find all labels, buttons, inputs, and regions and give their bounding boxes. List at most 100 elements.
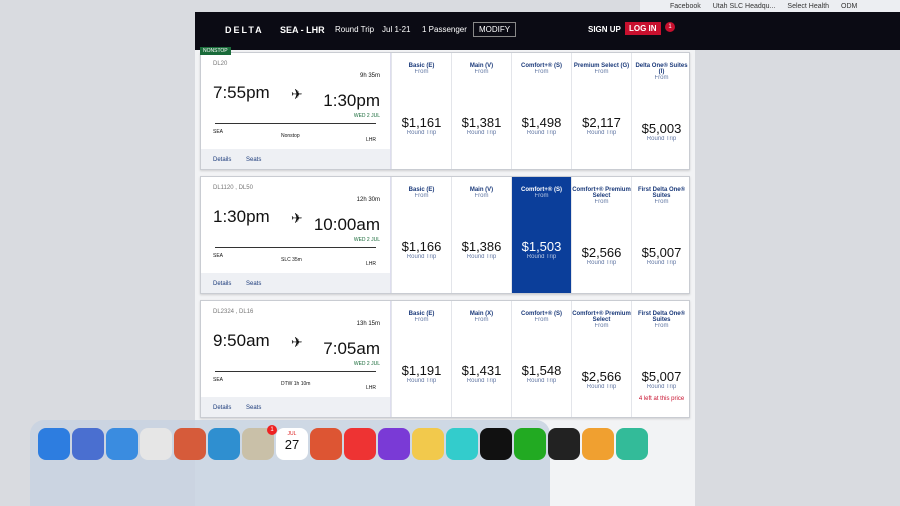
dock-icon[interactable]: [480, 428, 512, 460]
trip-label: Round Trip: [646, 136, 677, 142]
route-line: [215, 247, 376, 248]
flight-info: DL1120 , DL50 12h 30m 1:30pm ✈ 10:00am WED 2 …: [201, 177, 391, 293]
dock-icon[interactable]: JUL 27: [276, 428, 308, 460]
cabin-name: Basic (E): [408, 63, 435, 69]
fare-cell[interactable]: Comfort+® Premium Select From $2,566 Round …: [571, 177, 631, 293]
from-label: From: [414, 193, 429, 199]
dock-icon[interactable]: [378, 428, 410, 460]
trip-label: Round Trip: [526, 254, 557, 260]
bookmark[interactable]: ODM: [841, 2, 858, 10]
fare-cell[interactable]: Main (V) From $1,386 Round Trip: [451, 177, 511, 293]
fare-cell[interactable]: Main (V) From $1,381 Round Trip: [451, 53, 511, 169]
fare-cell[interactable]: Comfort+® (S) From $1,503 Round Trip: [511, 177, 571, 293]
dock-icon[interactable]: [140, 428, 172, 460]
footer-bar: [201, 149, 390, 169]
origin: SEA: [213, 129, 224, 135]
route-line: [215, 371, 376, 372]
dock-icon[interactable]: 1: [242, 425, 277, 460]
from-label: From: [474, 69, 489, 75]
fare-cell[interactable]: Basic (E) From $1,191 Round Trip: [391, 301, 451, 417]
dock-icon[interactable]: [106, 428, 138, 460]
stop: DTW 1h 10m: [281, 381, 311, 387]
calendar-month: JUL: [287, 431, 297, 437]
from-label: From: [474, 193, 489, 199]
from-label: From: [474, 317, 489, 323]
fare-cell[interactable]: Main (X) From $1,431 Round Trip: [451, 301, 511, 417]
dock-icon[interactable]: [446, 428, 478, 460]
seats-link[interactable]: Seats: [246, 281, 262, 287]
arrive-time: 10:00am: [313, 215, 380, 234]
fare-cell[interactable]: First Delta One® Suites From $5,007 Round T…: [631, 177, 691, 293]
dock-icon[interactable]: [582, 428, 614, 460]
fare-price: $5,007: [641, 245, 682, 260]
from-label: From: [534, 193, 549, 199]
cabin-name: Main (V): [469, 187, 494, 193]
fare-price: $5,007: [641, 369, 682, 384]
fare-cell[interactable]: Basic (E) From $1,161 Round Trip: [391, 53, 451, 169]
fare-cell[interactable]: Comfort+® Premium Select From $2,566 Round …: [571, 301, 631, 417]
from-label: From: [534, 317, 549, 323]
header: DELTA SEA - LHR Round Trip Jul 1-21 1 Passen…: [195, 12, 900, 50]
details-link[interactable]: Details: [213, 405, 232, 411]
dock-icon[interactable]: [412, 428, 444, 460]
bookmark[interactable]: Facebook: [670, 2, 701, 10]
fare-note: 4 left at this price: [638, 396, 685, 402]
arrive-date: WED 2 JUL: [353, 237, 380, 243]
bookmark[interactable]: Select Health: [787, 2, 830, 10]
plane-icon: ✈: [291, 86, 303, 102]
fare-cell[interactable]: Comfort+® (S) From $1,498 Round Trip: [511, 53, 571, 169]
cabin-name: Basic (E): [408, 187, 435, 193]
fare-cell[interactable]: Basic (E) From $1,166 Round Trip: [391, 177, 451, 293]
stop: Nonstop: [281, 133, 300, 139]
arrive-date: WED 2 JUL: [353, 361, 380, 367]
cabin-name: Comfort+® (S): [521, 311, 562, 317]
dock-icon[interactable]: [208, 428, 240, 460]
fare-cell[interactable]: Premium Select (G) From $2,117 Round Trip: [571, 53, 631, 169]
dock-icon[interactable]: [310, 428, 342, 460]
duration: 13h 15m: [356, 321, 380, 327]
logo: DELTA: [225, 25, 264, 35]
fare-price: $1,166: [401, 239, 442, 254]
fare-price: $2,117: [582, 115, 621, 130]
flight-number: DL2324 , DL16: [213, 309, 254, 315]
dock-icon[interactable]: [38, 428, 70, 460]
flight-info: DL2324 , DL16 13h 15m 9:50am ✈ 7:05am WED 2 J…: [201, 301, 391, 417]
trip-label: Round Trip: [526, 378, 557, 384]
log-in[interactable]: LOG IN: [625, 22, 661, 35]
stop: SLC 35m: [281, 257, 302, 263]
dock-icon[interactable]: [514, 428, 546, 460]
bookmark[interactable]: Utah SLC Headqu...: [712, 2, 776, 10]
dock-icon[interactable]: [72, 428, 104, 460]
calendar-day: 27: [284, 437, 300, 452]
flight-info: DL20 9h 35m 7:55pm ✈ 1:30pm WED 2 JUL SEA Nonst…: [201, 53, 391, 169]
fare-cell[interactable]: Delta One® Suites (I) From $5,003 Round Tri…: [631, 53, 691, 169]
dock-icon[interactable]: [174, 428, 206, 460]
flight-list: DL20 9h 35m 7:55pm ✈ 1:30pm WED 2 JUL SEA Nonst…: [195, 47, 695, 506]
arrive-time: 1:30pm: [323, 91, 380, 110]
fare-cell[interactable]: First Delta One® Suites From $5,007 Round T…: [631, 301, 691, 417]
trip-label: Round Trip: [406, 254, 437, 260]
fare-cell[interactable]: Comfort+® (S) From $1,548 Round Trip: [511, 301, 571, 417]
trip-type: Round Trip: [335, 25, 375, 34]
trip-label: Round Trip: [586, 260, 617, 266]
seats-link[interactable]: Seats: [246, 405, 262, 411]
fare-price: $5,003: [641, 121, 682, 136]
details-link[interactable]: Details: [213, 281, 232, 287]
sign-up[interactable]: SIGN UP: [588, 25, 621, 34]
dock-icon[interactable]: [548, 428, 580, 460]
dock-icon[interactable]: [616, 428, 648, 460]
bookmarks-bar: Facebook Utah SLC Headqu... Select Health O…: [640, 0, 900, 12]
fare-price: $1,498: [521, 115, 562, 130]
plane-icon: ✈: [291, 210, 303, 226]
destination: LHR: [365, 137, 376, 143]
seats-link[interactable]: Seats: [246, 157, 262, 163]
from-label: From: [414, 317, 429, 323]
cabin-name: Delta One® Suites (I): [635, 63, 688, 75]
details-link[interactable]: Details: [213, 157, 232, 163]
modify-button[interactable]: MODIFY: [473, 22, 517, 37]
dock-icon[interactable]: [344, 428, 376, 460]
trip-label: Round Trip: [466, 378, 497, 384]
fare-price: $1,191: [401, 363, 442, 378]
fare-price: $1,548: [521, 363, 562, 378]
from-label: From: [654, 199, 669, 205]
